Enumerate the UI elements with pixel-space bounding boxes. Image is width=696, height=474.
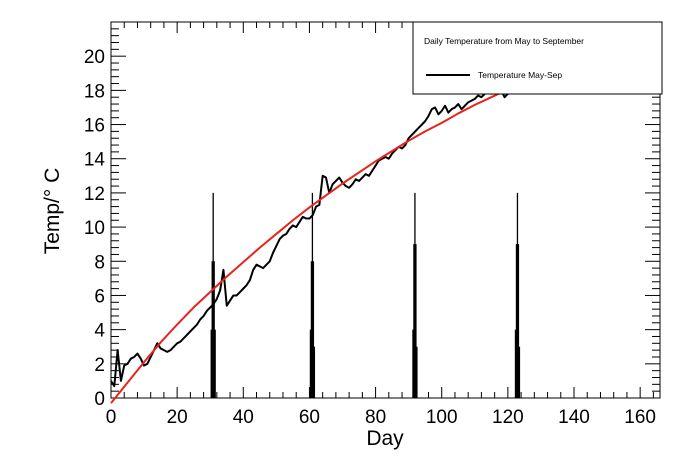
x-tick-label: 20 (167, 407, 188, 428)
legend-header: Daily Temperature from May to September (424, 36, 584, 46)
x-tick-label: 120 (492, 407, 524, 428)
plot-frame (110, 21, 661, 399)
plot-area (110, 21, 661, 404)
legend-box (412, 21, 663, 95)
y-tick-label: 16 (84, 116, 105, 137)
spike-bars (210, 192, 521, 398)
x-tick-label: 100 (426, 407, 458, 428)
y-tick-label: 0 (94, 389, 105, 410)
y-axis-ticks (111, 21, 660, 399)
y-tick-label: 14 (84, 150, 106, 171)
x-tick-label: 160 (624, 407, 656, 428)
x-tick-label: 80 (365, 407, 386, 428)
x-tick-label: 40 (233, 407, 254, 428)
x-tick-labels: 0 20 40 60 80 100 120 140 160 (106, 407, 656, 428)
y-tick-label: 4 (94, 321, 105, 342)
legend-entry-label: Temperature May-Sep (478, 70, 562, 80)
y-tick-label: 6 (94, 286, 105, 307)
x-axis-title: Day (366, 427, 404, 450)
y-tick-label: 10 (84, 218, 105, 239)
y-axis-title: Temp/° C (41, 168, 64, 255)
y-tick-label: 12 (84, 184, 105, 205)
x-tick-label: 60 (299, 407, 320, 428)
y-tick-label: 8 (94, 252, 105, 273)
y-tick-label: 18 (84, 81, 105, 102)
legend: Daily Temperature from May to September … (412, 21, 663, 95)
x-tick-label: 0 (106, 407, 117, 428)
y-tick-label: 20 (84, 47, 105, 68)
x-tick-label: 140 (558, 407, 590, 428)
y-tick-labels: 0 2 4 6 8 10 12 14 16 18 20 (84, 47, 106, 410)
fit-curve-line (110, 88, 509, 404)
y-tick-label: 2 (94, 355, 105, 376)
temperature-series-line (110, 89, 509, 388)
series-layer (110, 88, 509, 404)
